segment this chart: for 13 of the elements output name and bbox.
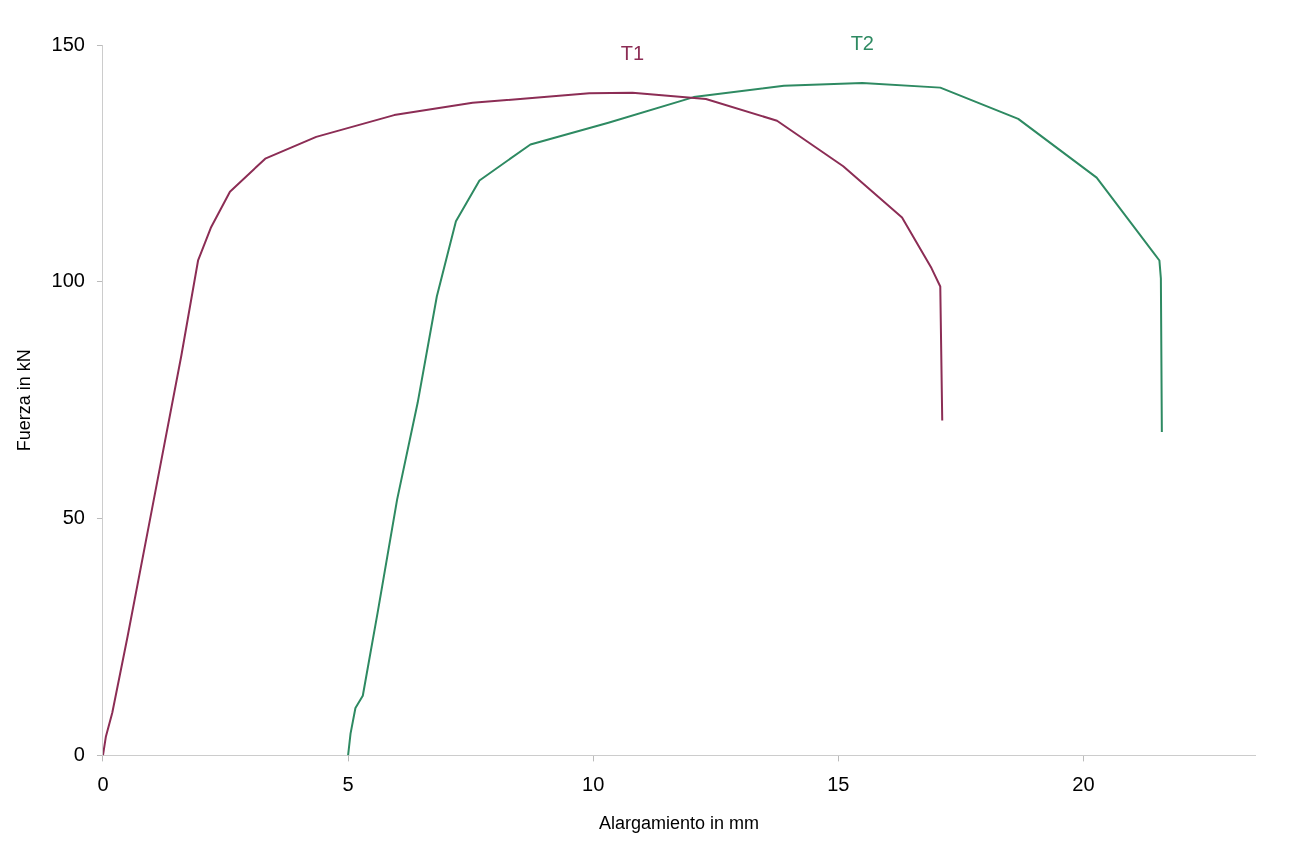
series-label: T2	[850, 32, 874, 55]
x-tick-label: 15	[827, 772, 850, 795]
y-tick-label: 50	[62, 506, 85, 529]
x-tick-label: 10	[582, 772, 605, 795]
y-tick-label: 100	[51, 269, 85, 292]
x-tick-label: 0	[97, 772, 109, 795]
series-label: T1	[620, 42, 645, 65]
x-tick-label: 20	[1072, 772, 1095, 795]
y-axis-title: Fuerza in kN	[13, 349, 34, 452]
x-tick-label: 5	[342, 772, 354, 795]
y-tick-label: 0	[73, 742, 85, 765]
x-axis-title: Alargamiento in mm	[598, 813, 760, 834]
y-tick-label: 150	[51, 32, 85, 55]
